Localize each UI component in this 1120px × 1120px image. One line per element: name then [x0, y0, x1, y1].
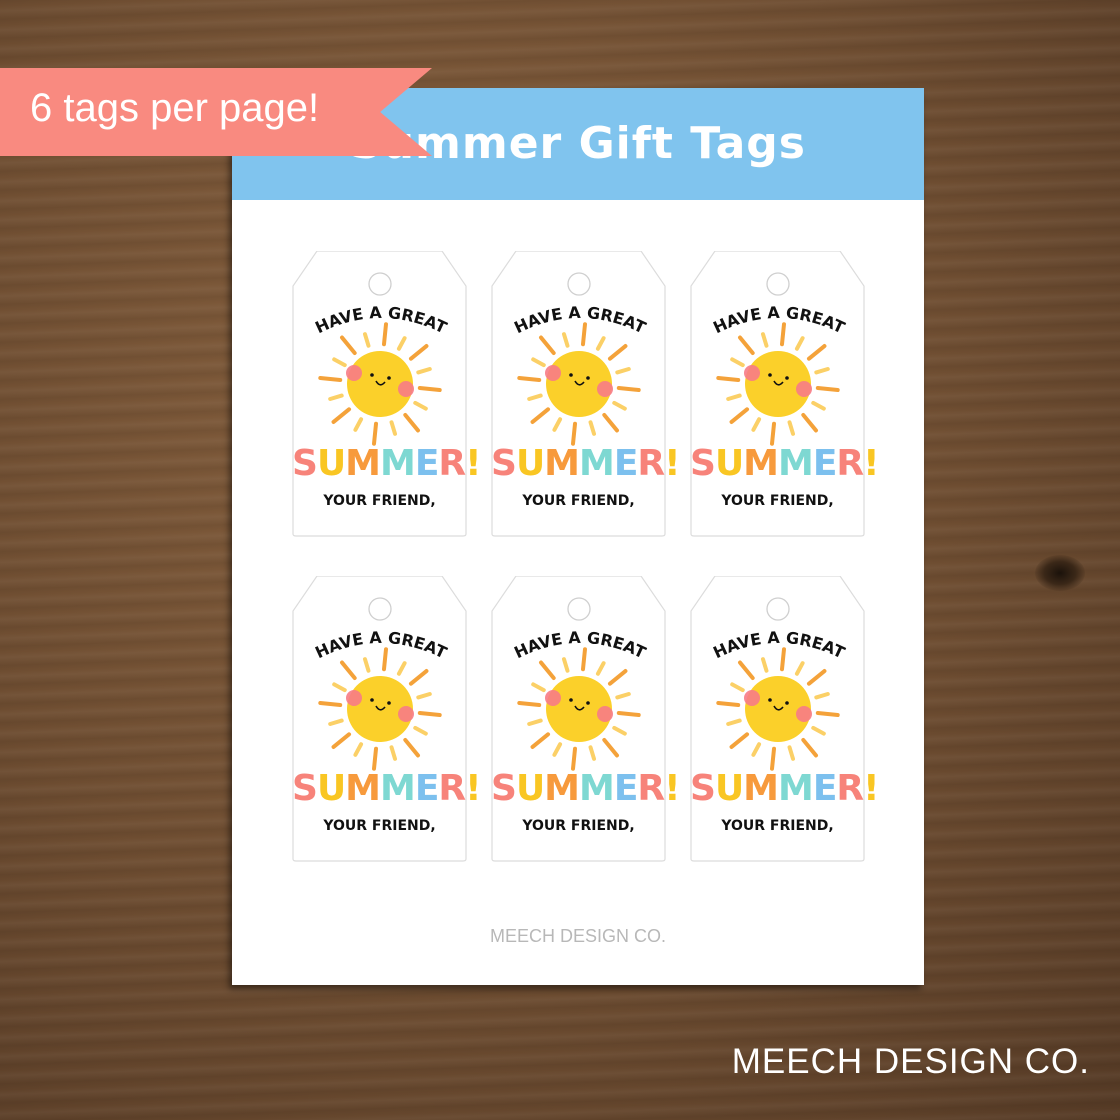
tag-artwork: HAVE A GREAT: [690, 251, 865, 537]
summer-letter: M: [778, 768, 814, 809]
summer-letter: U: [515, 768, 545, 809]
tag-hole-icon: [766, 597, 790, 621]
summer-letter: R: [637, 768, 665, 809]
summer-letter: S: [690, 443, 716, 484]
tag-sign-off: YOUR FRIEND,: [323, 818, 436, 834]
summer-letter: S: [292, 443, 318, 484]
tag-hole-icon: [567, 597, 591, 621]
sun-icon: [517, 322, 641, 446]
tag-sign-off: YOUR FRIEND,: [721, 493, 834, 509]
summer-letter: U: [714, 768, 744, 809]
tag-artwork: HAVE A GREAT: [292, 251, 467, 537]
gift-tag: HAVE A GREAT SUMMER! YOUR FRIEND,: [292, 576, 482, 862]
summer-letter: M: [345, 443, 381, 484]
sheet-footer: MEECH DESIGN CO.: [489, 926, 667, 946]
summer-letter: E: [613, 443, 639, 484]
summer-letter: R: [438, 768, 466, 809]
gift-tag: HAVE A GREAT SUMMER! YOUR FRIEND,: [491, 251, 681, 537]
summer-letter: M: [579, 768, 615, 809]
summer-letter: E: [812, 768, 838, 809]
summer-letter: E: [613, 768, 639, 809]
gift-tag: HAVE A GREAT SUMMER! YOUR FRIEND,: [690, 251, 880, 537]
summer-letter: R: [637, 443, 665, 484]
summer-letter: U: [714, 443, 744, 484]
tag-artwork: HAVE A GREAT: [491, 251, 666, 537]
summer-letter: M: [544, 768, 580, 809]
tag-artwork: HAVE A GREAT: [491, 576, 666, 862]
tag-summer-text: SUMMER!: [491, 768, 681, 809]
summer-letter: M: [380, 768, 416, 809]
tag-hole-icon: [368, 272, 392, 296]
summer-letter: !: [664, 768, 680, 809]
sun-icon: [716, 647, 840, 771]
sun-icon: [716, 322, 840, 446]
summer-letter: R: [438, 443, 466, 484]
tag-summer-text: SUMMER!: [491, 443, 681, 484]
gift-tag-sheet: Summer Gift Tags HAVE A GREAT SUMMER! YO…: [232, 88, 924, 985]
tag-artwork: HAVE A GREAT: [292, 576, 467, 862]
tag-sign-off: YOUR FRIEND,: [721, 818, 834, 834]
brand-watermark: MEECH DESIGN CO.: [731, 1042, 1090, 1081]
summer-letter: S: [491, 768, 517, 809]
summer-letter: E: [414, 443, 440, 484]
summer-letter: M: [544, 443, 580, 484]
summer-letter: M: [743, 443, 779, 484]
sun-icon: [517, 647, 641, 771]
summer-letter: S: [292, 768, 318, 809]
tag-summer-text: SUMMER!: [690, 443, 880, 484]
tag-sign-off: YOUR FRIEND,: [323, 493, 436, 509]
summer-letter: M: [345, 768, 381, 809]
tag-hole-icon: [567, 272, 591, 296]
summer-letter: !: [664, 443, 680, 484]
gift-tag: HAVE A GREAT SUMMER! YOUR FRIEND,: [690, 576, 880, 862]
summer-letter: U: [515, 443, 545, 484]
banner-label: 6 tags per page!: [30, 86, 320, 130]
summer-letter: E: [414, 768, 440, 809]
sun-icon: [318, 322, 442, 446]
summer-letter: !: [863, 443, 879, 484]
summer-letter: R: [836, 443, 864, 484]
summer-letter: !: [465, 768, 481, 809]
sun-icon: [318, 647, 442, 771]
summer-letter: U: [316, 443, 346, 484]
tag-hole-icon: [368, 597, 392, 621]
summer-letter: R: [836, 768, 864, 809]
tag-sign-off: YOUR FRIEND,: [522, 493, 635, 509]
summer-letter: S: [491, 443, 517, 484]
tag-hole-icon: [766, 272, 790, 296]
wood-knot: [1035, 555, 1085, 591]
summer-letter: M: [579, 443, 615, 484]
gift-tag: HAVE A GREAT SUMMER! YOUR FRIEND,: [491, 576, 681, 862]
gift-tag: HAVE A GREAT SUMMER! YOUR FRIEND,: [292, 251, 482, 537]
tag-summer-text: SUMMER!: [292, 443, 482, 484]
summer-letter: !: [863, 768, 879, 809]
tags-per-page-banner: 6 tags per page!: [0, 68, 432, 156]
summer-letter: M: [380, 443, 416, 484]
tag-summer-text: SUMMER!: [690, 768, 880, 809]
sheet-title: Summer Gift Tags: [350, 118, 806, 169]
summer-letter: U: [316, 768, 346, 809]
tag-sign-off: YOUR FRIEND,: [522, 818, 635, 834]
tag-artwork: HAVE A GREAT: [690, 576, 865, 862]
summer-letter: !: [465, 443, 481, 484]
summer-letter: S: [690, 768, 716, 809]
summer-letter: M: [778, 443, 814, 484]
summer-letter: M: [743, 768, 779, 809]
summer-letter: E: [812, 443, 838, 484]
tag-summer-text: SUMMER!: [292, 768, 482, 809]
